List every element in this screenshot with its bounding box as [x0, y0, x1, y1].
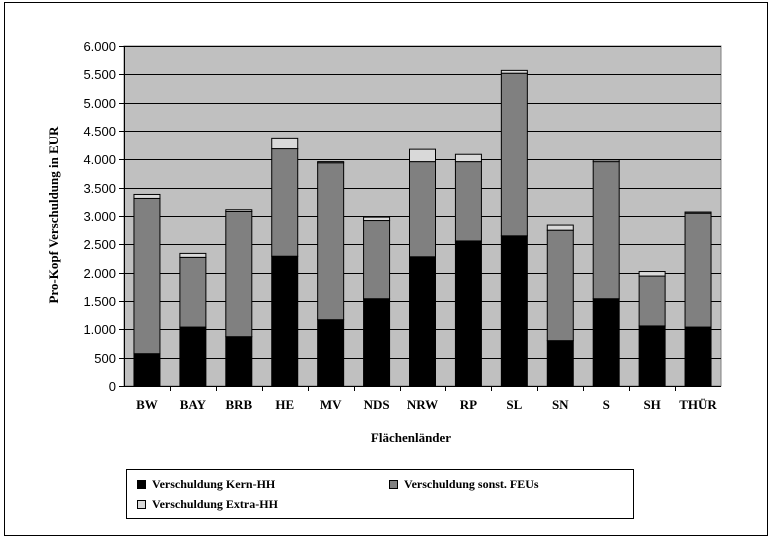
y-tick-label: 5.000	[83, 96, 116, 111]
y-tick-label: 4.000	[83, 152, 116, 167]
legend-item-extra-hh: Verschuldung Extra-HH	[137, 497, 278, 512]
bars	[133, 69, 712, 387]
y-tick-label: 4.500	[83, 124, 116, 139]
y-tick-label: 0	[109, 379, 116, 394]
x-tick-label: HE	[275, 397, 294, 412]
bar-segment-s-1	[592, 161, 620, 300]
bar-segment-sn-0	[546, 340, 574, 387]
bar-segment-sl-2	[500, 69, 528, 74]
bar-segment-nrw-2	[409, 148, 436, 163]
y-tick-label: 1.000	[83, 322, 116, 337]
bar-segment-nds-2	[363, 216, 391, 222]
legend-label-sonst-feus: Verschuldung sonst. FEUs	[404, 477, 539, 491]
legend: Verschuldung Kern-HH Verschuldung sonst.…	[126, 469, 634, 519]
x-tick-label: BW	[136, 397, 158, 412]
x-tick-label: RP	[460, 397, 477, 412]
bar-segment-sl-0	[500, 235, 528, 387]
x-tick-label: NDS	[364, 397, 390, 412]
legend-label-extra-hh: Verschuldung Extra-HH	[152, 497, 278, 511]
legend-item-kern-hh: Verschuldung Kern-HH	[137, 477, 275, 492]
axes: 0 500 1.000 1.500 2.000 2.500 3.000 3.500 4.000 4…	[83, 39, 721, 412]
bar-segment-bw-1	[133, 197, 161, 355]
x-tick-label: S	[603, 397, 610, 412]
x-tick-label: SH	[643, 397, 660, 412]
bar-segment-thür-0	[684, 326, 712, 387]
bar-segment-mv-1	[317, 162, 345, 321]
legend-item-sonst-feus: Verschuldung sonst. FEUs	[389, 477, 539, 492]
bar-segment-bay-0	[179, 326, 207, 387]
bar-segment-thür-2	[684, 211, 712, 214]
bar-segment-he-2	[271, 137, 299, 150]
y-tick-label: 2.500	[83, 237, 116, 252]
y-tick-label: 1.500	[83, 294, 116, 309]
bar-segment-mv-0	[317, 319, 345, 387]
y-tick-label: 6.000	[83, 39, 116, 54]
bar-segment-rp-0	[454, 240, 482, 387]
bar-segment-rp-2	[454, 153, 482, 163]
bar-segment-rp-1	[454, 161, 482, 242]
y-axis-title: Pro-Kopf Verschuldung in EUR	[46, 126, 61, 304]
legend-swatch-kern-hh	[137, 480, 146, 489]
y-tick-label: 2.000	[83, 266, 116, 281]
x-tick-label: MV	[320, 397, 342, 412]
bar-segment-sh-0	[638, 325, 666, 387]
bar-segment-sh-2	[638, 271, 666, 277]
bar-segment-sn-2	[546, 224, 574, 231]
legend-swatch-sonst-feus	[389, 480, 398, 489]
bar-segment-s-0	[592, 298, 620, 387]
bar-segment-bay-1	[179, 256, 207, 328]
bar-segment-sl-1	[500, 72, 528, 237]
y-tick-label: 500	[94, 351, 116, 366]
y-tick-label: 3.500	[83, 181, 116, 196]
x-tick-label: NRW	[407, 397, 438, 412]
x-tick-label: SL	[506, 397, 522, 412]
bar-segment-brb-0	[225, 336, 253, 387]
bar-segment-nds-0	[363, 298, 391, 387]
bar-segment-mv-2	[317, 161, 345, 164]
bar-segment-bw-0	[133, 353, 161, 387]
bar-segment-nds-1	[363, 220, 391, 300]
legend-label-kern-hh: Verschuldung Kern-HH	[152, 477, 276, 491]
bar-segment-nrw-1	[409, 161, 436, 258]
bar-segment-brb-1	[225, 210, 253, 338]
x-tick-label: SN	[552, 397, 569, 412]
x-tick-label: THÜR	[679, 397, 717, 412]
y-tick-label: 5.500	[83, 67, 116, 82]
bar-segment-he-1	[271, 148, 299, 257]
legend-swatch-extra-hh	[137, 500, 146, 509]
x-tick-label: BAY	[180, 397, 207, 412]
bar-segment-bay-2	[179, 252, 207, 258]
y-tick-label: 3.000	[83, 209, 116, 224]
x-axis-title: Flächenländer	[371, 430, 451, 445]
bar-segment-bw-2	[133, 193, 161, 199]
bar-segment-he-0	[271, 255, 299, 387]
bar-segment-thür-1	[684, 212, 712, 328]
bar-segment-sh-1	[638, 275, 666, 327]
bar-segment-nrw-0	[409, 256, 436, 387]
x-tick-label: BRB	[225, 397, 252, 412]
bar-segment-sn-1	[546, 229, 574, 342]
bar-segment-brb-2	[225, 209, 253, 212]
bar-segment-s-2	[592, 159, 620, 163]
